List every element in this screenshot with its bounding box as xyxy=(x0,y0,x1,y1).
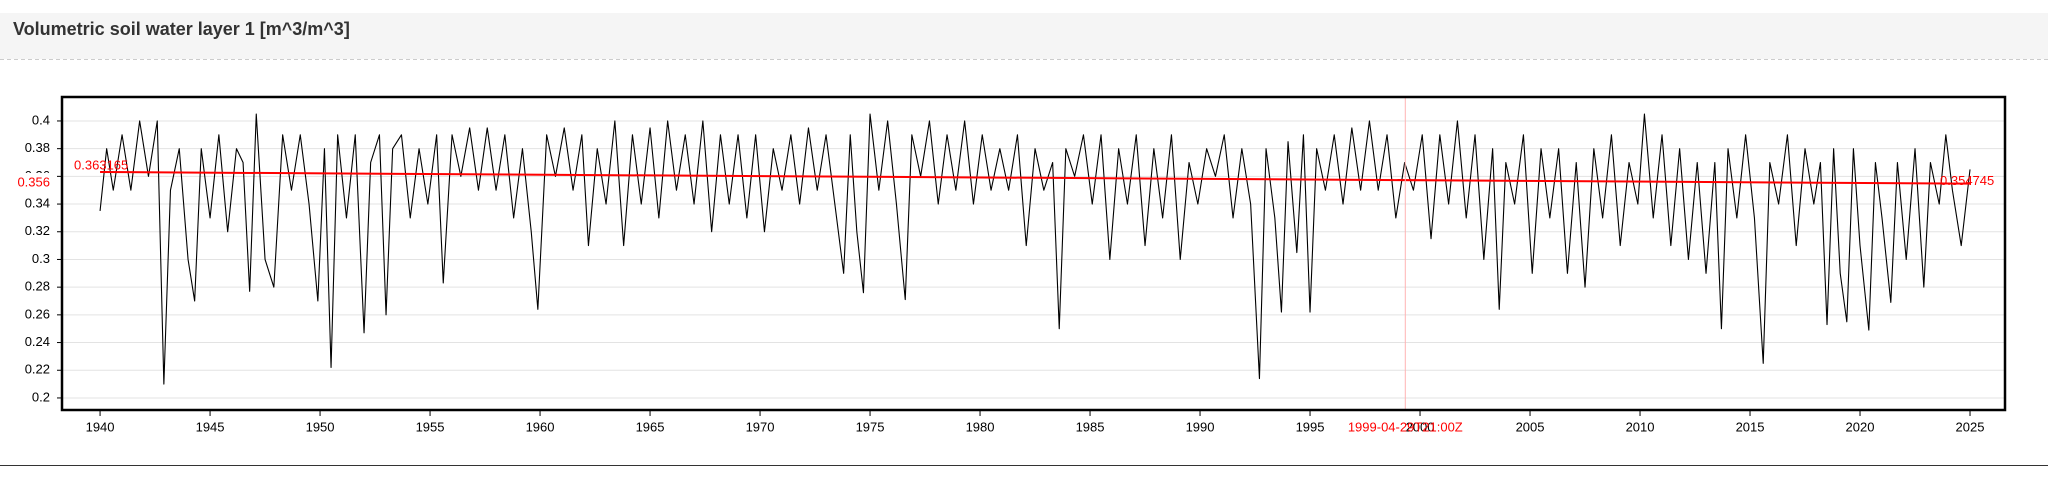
y-tick-label: 0.4 xyxy=(32,112,50,127)
plot-frame xyxy=(60,95,2007,412)
y-tick-label: 0.3 xyxy=(32,251,50,266)
x-tick-label: 1955 xyxy=(416,419,445,434)
x-tick-label: 1970 xyxy=(746,419,775,434)
data-line xyxy=(99,113,1971,385)
y-tick-label: 0.22 xyxy=(25,362,50,377)
x-tick-label: 1980 xyxy=(966,419,995,434)
x-tick-label: 2025 xyxy=(1956,419,1985,434)
x-tick-label: 1975 xyxy=(856,419,885,434)
trend-start-label: 0.363165 xyxy=(74,157,128,172)
x-tick-label: 2000 xyxy=(1406,419,1435,434)
x-tick-label: 1950 xyxy=(306,419,335,434)
x-tick-label: 2010 xyxy=(1626,419,1655,434)
x-tick-label: 1940 xyxy=(86,419,115,434)
crosshair-y-label: 0.356 xyxy=(17,174,50,189)
y-tick-label: 0.38 xyxy=(25,140,50,155)
y-tick-label: 0.28 xyxy=(25,279,50,294)
y-tick-label: 0.34 xyxy=(25,195,50,210)
y-tick-label: 0.32 xyxy=(25,223,50,238)
x-tick-label: 2015 xyxy=(1736,419,1765,434)
x-tick-label: 1990 xyxy=(1186,419,1215,434)
trend-line xyxy=(100,170,1971,185)
x-tick-label: 1965 xyxy=(636,419,665,434)
x-tick-label: 1960 xyxy=(526,419,555,434)
header-bar xyxy=(0,13,2048,59)
x-tick-label: 1985 xyxy=(1076,419,1105,434)
y-tick-label: 0.2 xyxy=(32,389,50,404)
crosshair-x-label: 1999-04-29T21:00Z xyxy=(1348,419,1463,434)
x-tick-label: 2020 xyxy=(1846,419,1875,434)
crosshair-y-label-bg xyxy=(14,172,52,191)
chart-title: Volumetric soil water layer 1 [m^3/m^3] xyxy=(13,19,350,39)
trend-end-label: 0.354745 xyxy=(1940,173,1994,188)
x-tick-label: 1945 xyxy=(196,419,225,434)
y-tick-label: 0.26 xyxy=(25,306,50,321)
y-tick-label: 0.24 xyxy=(25,334,50,349)
x-tick-label: 2005 xyxy=(1516,419,1545,434)
x-tick-label: 1995 xyxy=(1296,419,1325,434)
